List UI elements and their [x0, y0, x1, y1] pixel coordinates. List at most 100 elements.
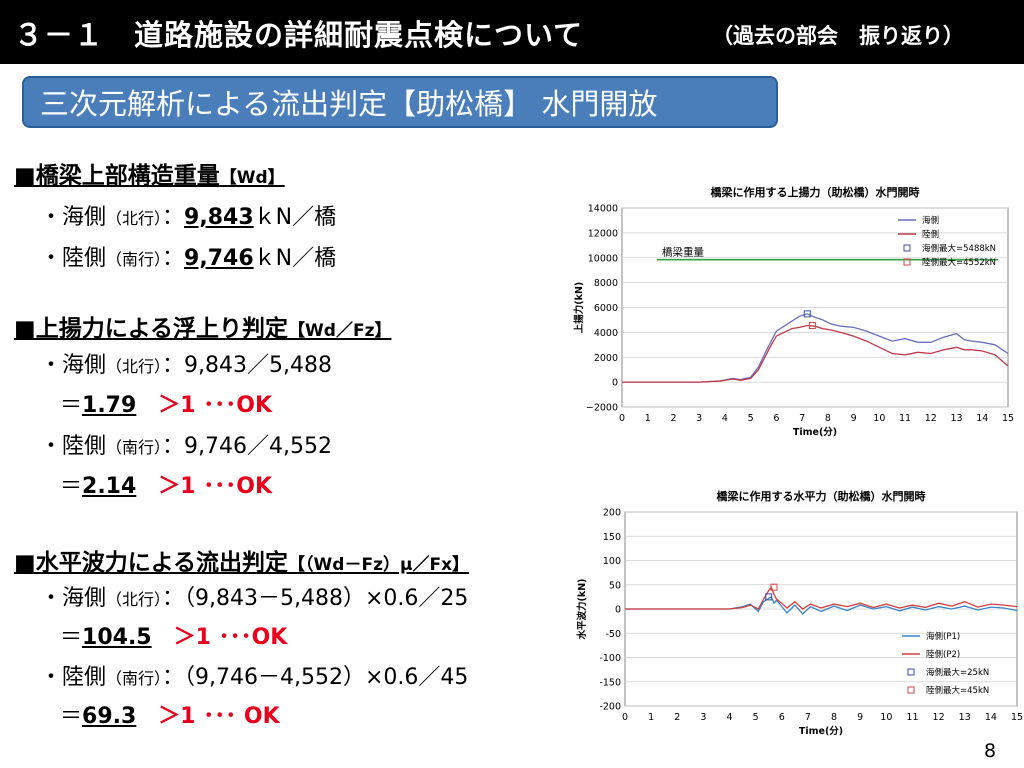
y-tick-label: -100 — [599, 653, 621, 664]
value-land-uplift-ratio: 2.14 — [82, 474, 137, 499]
unit: ｋN／橋 — [253, 205, 337, 230]
x-tick-label: 6 — [779, 712, 785, 723]
uplift-force-chart: 橋梁に作用する上揚力（助松橋）水門開時140001200010000800060… — [573, 185, 1014, 438]
label-land: ・陸側 — [40, 665, 107, 690]
x-tick-label: 2 — [670, 413, 676, 424]
value-sea-outflow-ratio: 104.5 — [82, 625, 152, 650]
outflow-land: ・陸側（南行）：（9,746－4,552）×0.6／45 — [40, 659, 468, 691]
y-tick-label: -150 — [599, 677, 621, 688]
y-tick-label: −2000 — [586, 403, 618, 414]
colon: ： — [162, 246, 185, 271]
x-tick-label: 14 — [985, 712, 997, 723]
ok-verdict: ＞1 ･･･OK — [158, 393, 273, 418]
heading-uplift-check: ■上揚力による浮上り判定【Wd／Fz】 — [14, 309, 391, 343]
expr-land-uplift: ：9,746／4,552 — [162, 434, 332, 459]
dir-south: （南行） — [106, 250, 163, 269]
legend-marker — [903, 258, 911, 266]
x-tick-label: 10 — [873, 413, 885, 424]
x-tick-label: 9 — [857, 712, 863, 723]
x-tick-label: 15 — [1002, 413, 1014, 424]
weight-land: ・陸側（南行）：9,746ｋN／橋 — [40, 240, 336, 272]
label-sea: ・海側 — [40, 353, 107, 378]
colon: ： — [162, 205, 185, 230]
heading-text: ■橋梁上部構造重量 — [14, 163, 220, 189]
dir-south: （南行） — [106, 669, 163, 688]
x-tick-label: 10 — [880, 712, 892, 723]
dir-south: （南行） — [106, 438, 163, 457]
y-tick-label: -200 — [599, 702, 621, 713]
uplift-sea: ・海側（北行）：9,843／5,488 — [40, 347, 332, 379]
legend-marker — [907, 668, 915, 676]
outflow-land-result: ＝69.3 ＞1 ･･･ OK — [60, 698, 280, 730]
x-axis-label: Time(分) — [793, 426, 837, 438]
expr-sea-uplift: ：9,843／5,488 — [162, 353, 332, 378]
legend-label: 海側最大=25kN — [926, 667, 989, 678]
ok-verdict: ＞1 ･･･ OK — [158, 704, 280, 729]
x-tick-label: 7 — [799, 413, 805, 424]
page-subtitle: （過去の部会 振り返り） — [712, 24, 964, 48]
x-tick-label: 14 — [976, 413, 988, 424]
heading-outflow-check: ■水平波力による流出判定【（Wd－Fz）μ／Fx】 — [14, 543, 469, 577]
weight-sea: ・海側（北行）：9,843ｋN／橋 — [40, 199, 336, 231]
unit: ｋN／橋 — [253, 246, 337, 271]
label-land: ・陸側 — [40, 246, 107, 271]
y-tick-label: 2000 — [594, 353, 618, 364]
heading-suffix: 【（Wd－Fz）μ／Fx】 — [288, 555, 470, 575]
label-sea: ・海側 — [40, 205, 107, 230]
heading-superstructure-weight: ■橋梁上部構造重量【Wd】 — [14, 156, 285, 190]
y-tick-label: 100 — [603, 556, 621, 567]
title-bar: ３－１ 道路施設の詳細耐震点検について （過去の部会 振り返り） — [0, 0, 1024, 64]
y-tick-label: 10000 — [588, 253, 618, 264]
ok-verdict: ＞1 ･･･OK — [158, 474, 273, 499]
ok-verdict: ＞1 ･･･OK — [173, 625, 288, 650]
legend-label: 海側(P1) — [926, 631, 960, 642]
dir-north: （北行） — [106, 357, 163, 376]
series-line-2 — [625, 585, 1018, 610]
x-tick-label: 0 — [622, 712, 628, 723]
legend-label: 陸側最大=45kN — [926, 685, 989, 696]
x-tick-label: 1 — [645, 413, 651, 424]
uplift-land: ・陸側（南行）：9,746／4,552 — [40, 428, 332, 460]
chart-title: 橋梁に作用する上揚力（助松橋）水門開時 — [711, 185, 920, 199]
y-tick-label: 0 — [612, 378, 618, 389]
x-tick-label: 3 — [696, 413, 702, 424]
y-tick-label: -50 — [605, 629, 621, 640]
x-tick-label: 6 — [773, 413, 779, 424]
x-tick-label: 12 — [933, 712, 945, 723]
legend-marker — [903, 244, 911, 252]
equals: ＝ — [60, 625, 83, 650]
legend-marker — [907, 686, 915, 694]
heading-text: ■水平波力による流出判定 — [14, 550, 289, 576]
y-axis-label: 水平波力(kN) — [576, 579, 588, 640]
equals: ＝ — [60, 393, 83, 418]
legend-label: 陸側最大=4552kN — [922, 257, 996, 268]
value-land-outflow-ratio: 69.3 — [82, 704, 137, 729]
legend-label: 陸側 — [922, 229, 939, 240]
x-tick-label: 4 — [727, 712, 733, 723]
outflow-sea-result: ＝104.5 ＞1 ･･･OK — [60, 619, 287, 651]
x-tick-label: 2 — [674, 712, 680, 723]
dir-north: （北行） — [106, 209, 163, 228]
y-tick-label: 200 — [603, 508, 621, 519]
x-tick-label: 5 — [753, 712, 759, 723]
uplift-land-result: ＝2.14 ＞1 ･･･OK — [60, 468, 272, 500]
heading-suffix: 【Wd】 — [219, 168, 285, 188]
y-tick-label: 150 — [603, 532, 621, 543]
page-title: ３－１ 道路施設の詳細耐震点検について — [14, 18, 584, 52]
outflow-sea: ・海側（北行）：（9,843－5,488）×0.6／25 — [40, 580, 468, 612]
dir-north: （北行） — [106, 590, 163, 609]
x-tick-label: 0 — [619, 413, 625, 424]
x-tick-label: 8 — [825, 413, 831, 424]
x-tick-label: 3 — [700, 712, 706, 723]
max-marker-2 — [770, 583, 778, 591]
legend-label: 海側 — [922, 215, 939, 226]
x-tick-label: 8 — [831, 712, 837, 723]
x-tick-label: 11 — [906, 712, 918, 723]
x-tick-label: 13 — [959, 712, 971, 723]
y-tick-label: 14000 — [588, 204, 618, 215]
value-sea-uplift-ratio: 1.79 — [82, 393, 137, 418]
x-axis-label: Time(分) — [799, 725, 843, 737]
label-land: ・陸側 — [40, 434, 107, 459]
value-sea-weight: 9,843 — [184, 205, 254, 230]
label-sea: ・海側 — [40, 586, 107, 611]
